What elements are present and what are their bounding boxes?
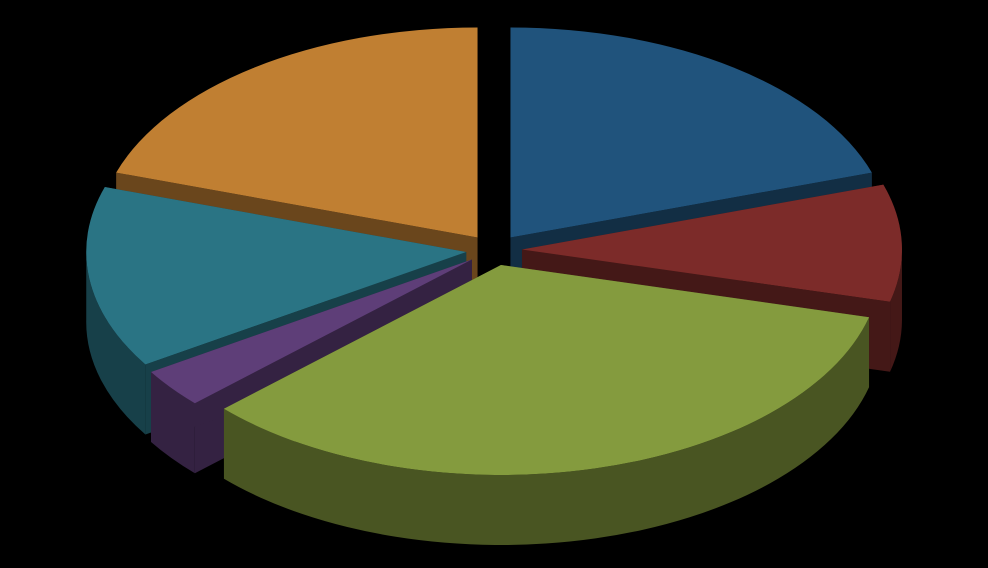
pie-chart-3d	[0, 0, 988, 568]
